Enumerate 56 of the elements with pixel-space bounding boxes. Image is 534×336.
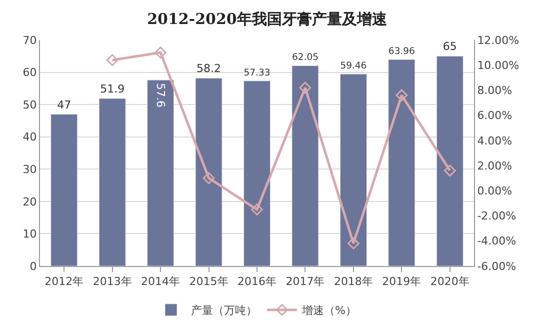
data-label: 59.46 xyxy=(340,60,367,72)
point xyxy=(154,46,167,59)
bar xyxy=(388,59,416,266)
legend-label: 增速（%） xyxy=(301,304,356,318)
y2-tick-label: 10.00% xyxy=(477,58,520,72)
point xyxy=(347,237,360,250)
y2-tick-label: 4.00% xyxy=(477,134,512,148)
point xyxy=(251,204,263,216)
bar xyxy=(98,98,126,266)
data-label: 57.33 xyxy=(244,67,270,78)
y-tick-label: 30 xyxy=(22,162,37,176)
bar xyxy=(195,78,222,266)
y-tick-label: 10 xyxy=(22,228,37,241)
y-tick-label: 60 xyxy=(22,66,37,80)
y2-tick-label: 2.00% xyxy=(477,159,512,172)
data-label: 47 xyxy=(57,98,72,112)
y2-tick-label: -6.00% xyxy=(477,260,516,273)
x-tick-label: 2015年 xyxy=(189,275,228,288)
legend-label: 产量（万吨） xyxy=(191,304,257,318)
y-tick-label: 20 xyxy=(22,195,37,208)
y-tick-label: 70 xyxy=(22,34,37,47)
y2-tick-label: 0.00% xyxy=(477,184,512,198)
y2-tick-label: 6.00% xyxy=(477,109,512,122)
bar xyxy=(292,65,319,266)
data-label: 65 xyxy=(442,40,457,54)
y2-tick-label: -4.00% xyxy=(477,234,516,248)
point xyxy=(396,89,408,102)
y2-tick-label: 12.00% xyxy=(477,34,520,47)
data-label: 51.9 xyxy=(100,82,125,96)
point xyxy=(299,82,312,94)
bar xyxy=(50,114,78,266)
chart-title: 2012-2020年我国牙膏产量及增速 xyxy=(147,10,388,28)
point xyxy=(444,164,456,177)
data-label: 62.05 xyxy=(292,52,319,64)
x-tick-label: 2014年 xyxy=(141,275,180,288)
point xyxy=(202,172,215,184)
x-tick-label: 2020年 xyxy=(430,275,470,288)
y2-tick-label: 8.00% xyxy=(477,84,512,98)
x-tick-label: 2018年 xyxy=(334,275,373,288)
data-label: 63.96 xyxy=(388,46,416,57)
y-tick-label: 40 xyxy=(22,130,37,144)
bar xyxy=(436,56,464,266)
data-label: 58.2 xyxy=(196,62,222,76)
x-tick-label: 2016年 xyxy=(238,275,276,288)
data-label: 57.6 xyxy=(154,83,168,108)
point xyxy=(106,54,118,66)
x-tick-label: 2012年 xyxy=(44,275,84,288)
y-tick-label: 0 xyxy=(30,260,37,273)
x-tick-label: 2019年 xyxy=(382,275,422,288)
bar xyxy=(340,74,367,266)
x-tick-label: 2017年 xyxy=(286,275,325,288)
x-tick-label: 2013年 xyxy=(92,275,132,288)
y-tick-label: 50 xyxy=(22,98,37,112)
bar xyxy=(147,80,174,266)
bar xyxy=(243,80,271,266)
y2-tick-label: -2.00% xyxy=(477,210,516,223)
